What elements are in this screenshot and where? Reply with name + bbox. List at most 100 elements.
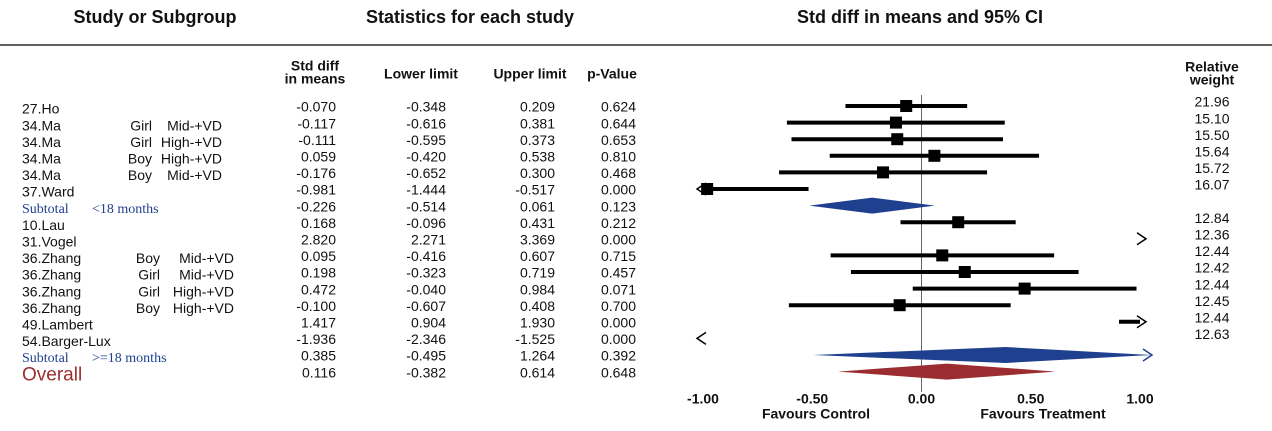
p-value: 0.212	[601, 215, 636, 231]
lower-value: -0.040	[406, 281, 446, 297]
sex-label: Girl	[130, 117, 152, 133]
study-label: 34.Ma	[22, 117, 61, 133]
weight-value: 15.50	[1194, 127, 1229, 143]
estimate-value: 0.198	[301, 265, 336, 281]
p-value: 0.392	[601, 348, 636, 364]
upper-value: 0.719	[520, 265, 555, 281]
study-label: 34.Ma	[22, 151, 61, 167]
subgroup-label: >=18 months	[92, 351, 167, 366]
lower-value: -0.607	[406, 298, 446, 314]
weight-value: 15.64	[1194, 144, 1229, 160]
p-value: 0.000	[601, 232, 636, 248]
lower-value: 2.271	[411, 232, 446, 248]
lower-value: -0.616	[406, 115, 446, 131]
study-label: 36.Zhang	[22, 300, 81, 316]
estimate-value: -0.176	[296, 165, 336, 181]
lower-value: 0.904	[411, 315, 446, 331]
p-value: 0.624	[601, 99, 636, 115]
p-value: 0.648	[601, 364, 636, 380]
study-label: Subtotal	[22, 351, 69, 366]
lower-value: -0.652	[406, 165, 446, 181]
dose-label: High-+VD	[173, 283, 234, 299]
x-tick-label: 0.00	[908, 391, 935, 407]
p-value: 0.644	[601, 115, 636, 131]
upper-value: 0.408	[520, 298, 555, 314]
p-value: 0.653	[601, 132, 636, 148]
x-axis-label: Favours Control	[762, 406, 870, 422]
column-header: p-Value	[587, 66, 637, 82]
estimate-value: 0.095	[301, 248, 336, 264]
estimate-value: -1.936	[296, 331, 336, 347]
p-value: 0.810	[601, 149, 636, 165]
point-estimate	[952, 216, 965, 229]
upper-value: 0.300	[520, 165, 555, 181]
study-label: 10.Lau	[22, 217, 65, 233]
study-label: Subtotal	[22, 202, 69, 217]
summary-diamond	[813, 347, 1152, 363]
weight-value: 12.84	[1194, 210, 1229, 226]
lower-value: -0.416	[406, 248, 446, 264]
lower-value: -0.420	[406, 149, 446, 165]
p-value: 0.700	[601, 298, 636, 314]
upper-value: 0.984	[520, 281, 555, 297]
estimate-value: -0.100	[296, 298, 336, 314]
point-estimate	[889, 116, 902, 129]
study-label: 27.Ho	[22, 101, 60, 117]
dose-label: Mid-+VD	[179, 250, 234, 266]
p-value: 0.000	[601, 182, 636, 198]
weight-value: 12.36	[1194, 227, 1229, 243]
estimate-value: -0.111	[298, 132, 336, 148]
estimate-value: -0.070	[296, 99, 336, 115]
sex-label: Boy	[136, 250, 160, 266]
point-estimate	[936, 249, 949, 262]
column-header: Relative	[1185, 59, 1239, 75]
upper-value: 0.061	[520, 198, 555, 214]
weight-value: 12.44	[1194, 243, 1229, 259]
study-label: 36.Zhang	[22, 250, 81, 266]
weight-value: 12.44	[1194, 276, 1229, 292]
estimate-value: 0.472	[301, 281, 336, 297]
sex-label: Girl	[130, 134, 152, 150]
upper-value: 0.607	[520, 248, 555, 264]
lower-value: -2.346	[406, 331, 446, 347]
study-label: 34.Ma	[22, 167, 61, 183]
weight-value: 16.07	[1194, 177, 1229, 193]
dose-label: High-+VD	[161, 134, 222, 150]
point-estimate	[701, 183, 714, 195]
dose-label: Mid-+VD	[167, 117, 222, 133]
upper-value: 1.264	[520, 348, 555, 364]
estimate-value: 0.168	[301, 215, 336, 231]
dose-label: Mid-+VD	[179, 267, 234, 283]
p-value: 0.000	[601, 331, 636, 347]
weight-value: 12.63	[1194, 326, 1229, 342]
upper-value: 0.614	[520, 364, 555, 380]
dose-label: High-+VD	[173, 300, 234, 316]
upper-value: 0.381	[520, 115, 555, 131]
summary-diamond	[838, 363, 1056, 380]
weight-value: 21.96	[1194, 94, 1229, 110]
sex-label: Boy	[128, 151, 152, 167]
study-label: 36.Zhang	[22, 267, 81, 283]
upper-value: 0.373	[520, 132, 555, 148]
section-title: Std diff in means and 95% CI	[797, 7, 1043, 27]
lower-value: -0.382	[406, 364, 446, 380]
study-label: 49.Lambert	[22, 317, 93, 333]
dose-label: Mid-+VD	[167, 167, 222, 183]
p-value: 0.715	[601, 248, 636, 264]
x-axis-label: Favours Treatment	[980, 406, 1106, 422]
column-header: Upper limit	[493, 66, 566, 82]
ci-arrow	[695, 331, 707, 346]
estimate-value: -0.226	[296, 198, 336, 214]
upper-value: 0.538	[520, 149, 555, 165]
x-tick-label: 0.50	[1017, 391, 1044, 407]
p-value: 0.000	[601, 315, 636, 331]
lower-value: -0.595	[406, 132, 446, 148]
point-estimate	[893, 299, 906, 312]
estimate-value: 0.385	[301, 348, 336, 364]
study-label: 31.Vogel	[22, 234, 77, 250]
ci-arrow	[1142, 348, 1154, 362]
study-label: 54.Barger-Lux	[22, 333, 111, 349]
upper-value: 0.431	[520, 215, 555, 231]
x-tick-label: -0.50	[796, 391, 828, 407]
